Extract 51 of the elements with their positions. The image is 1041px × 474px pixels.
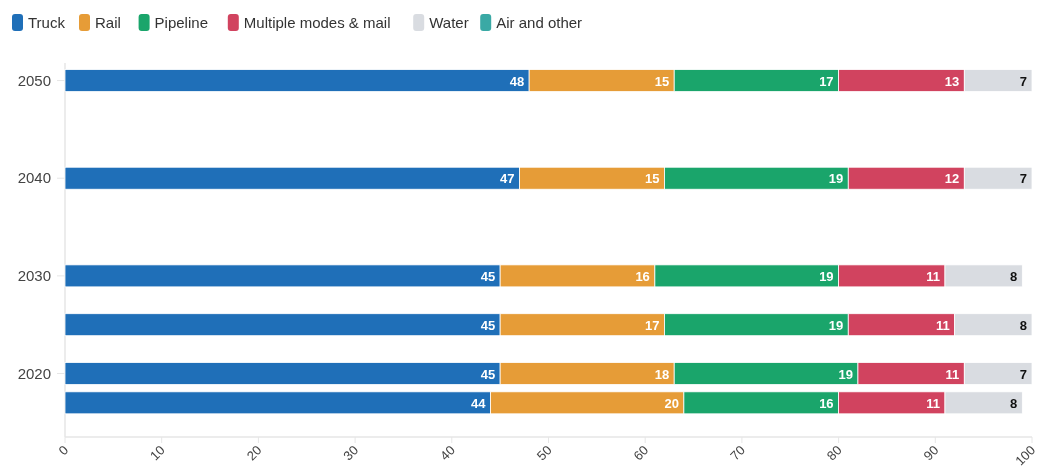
y-tick-label: 2050 xyxy=(17,71,51,89)
data-label: 7 xyxy=(1019,171,1027,187)
data-label: 11 xyxy=(926,395,940,411)
x-tick-label: 10 xyxy=(146,442,168,464)
legend-label: Rail xyxy=(95,14,121,31)
data-label: 19 xyxy=(819,268,834,284)
x-tick-label: 100 xyxy=(1012,442,1039,469)
data-label: 19 xyxy=(828,171,844,187)
data-label: 18 xyxy=(654,366,670,382)
y-tick-label: 2040 xyxy=(17,169,51,187)
x-tick-label: 50 xyxy=(533,442,555,464)
data-label: 45 xyxy=(480,317,496,333)
legend-label: Water xyxy=(429,14,469,31)
data-label: 17 xyxy=(819,73,834,89)
y-tick-label: 2020 xyxy=(17,364,51,382)
x-tick-label: 90 xyxy=(920,442,942,464)
x-tick-label: 20 xyxy=(243,442,265,464)
legend-label: Multiple modes & mail xyxy=(243,14,391,31)
legend-label: Pipeline xyxy=(154,14,208,31)
data-label: 12 xyxy=(944,171,960,187)
data-label: 16 xyxy=(635,268,650,284)
x-tick-label: 40 xyxy=(437,442,458,464)
data-label: 15 xyxy=(654,73,670,89)
data-label: 19 xyxy=(828,317,844,333)
x-tick-label: 60 xyxy=(630,442,652,464)
data-label: 8 xyxy=(1010,268,1018,284)
x-tick-label: 0 xyxy=(55,442,72,459)
data-label: 11 xyxy=(935,317,950,333)
data-label: 19 xyxy=(838,366,853,382)
data-label: 48 xyxy=(509,73,525,89)
data-label: 11 xyxy=(945,366,960,382)
data-label: 8 xyxy=(1019,317,1027,333)
legend-label: Truck xyxy=(28,14,66,31)
data-label: 44 xyxy=(471,395,487,411)
data-label: 16 xyxy=(819,395,834,411)
data-label: 8 xyxy=(1010,395,1018,411)
data-label: 13 xyxy=(944,73,960,89)
legend-label: Air and other xyxy=(496,14,583,31)
data-label: 45 xyxy=(480,366,496,382)
data-label: 20 xyxy=(664,395,679,411)
data-label: 47 xyxy=(500,171,515,187)
data-label: 11 xyxy=(926,268,940,284)
x-tick-label: 80 xyxy=(823,442,845,464)
data-label: 7 xyxy=(1019,73,1027,89)
data-label: 17 xyxy=(645,317,660,333)
data-label: 45 xyxy=(480,268,496,284)
data-label: 7 xyxy=(1019,366,1027,382)
x-tick-label: 30 xyxy=(340,442,362,464)
x-tick-label: 70 xyxy=(727,442,749,464)
data-label: 15 xyxy=(645,171,660,187)
y-tick-label: 2030 xyxy=(17,266,51,284)
